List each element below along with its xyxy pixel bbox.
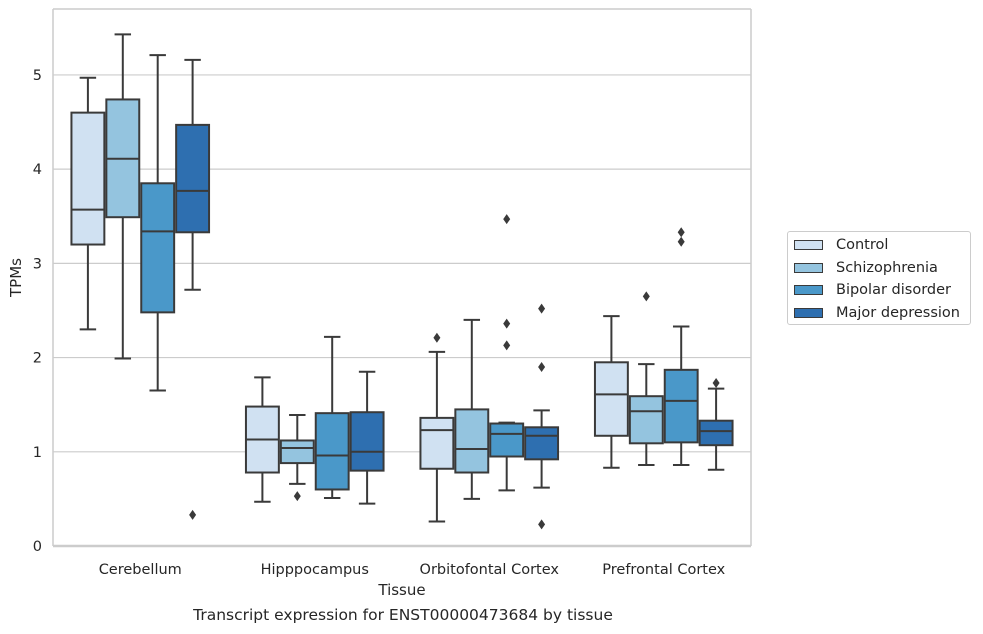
box-major-depression xyxy=(175,58,211,520)
x-tick-label: Hipppocampus xyxy=(261,562,369,578)
y-tick-label: 1 xyxy=(33,445,42,461)
y-tick-label: 5 xyxy=(33,68,42,84)
outlier-point xyxy=(538,362,546,372)
legend-swatch-bipolar xyxy=(794,285,823,295)
legend-label-schizophrenia: Schizophrenia xyxy=(836,259,938,276)
outlier-point xyxy=(503,340,511,351)
box-major-depression xyxy=(524,303,560,530)
iqr-box xyxy=(349,411,385,472)
box-bipolar-disorder xyxy=(663,227,699,466)
box-bipolar-disorder xyxy=(140,54,176,392)
iqr-box xyxy=(663,368,699,444)
box-control xyxy=(244,376,280,503)
box-schizophrenia xyxy=(454,318,490,500)
outlier-point xyxy=(712,378,720,389)
box-bipolar-disorder xyxy=(489,214,525,492)
outlier-point xyxy=(642,291,650,302)
outlier-point xyxy=(538,303,546,314)
box-major-depression xyxy=(349,370,385,505)
iqr-box xyxy=(698,419,734,447)
iqr-box xyxy=(489,422,525,458)
x-tick-label: Cerebellum xyxy=(99,562,182,578)
iqr-box xyxy=(419,416,455,470)
iqr-box xyxy=(175,123,211,234)
outlier-point xyxy=(538,519,546,530)
box-schizophrenia xyxy=(105,33,141,360)
y-tick-label: 4 xyxy=(33,162,42,178)
outlier-point xyxy=(677,236,685,247)
outlier-point xyxy=(677,227,685,238)
box-major-depression xyxy=(698,378,734,471)
iqr-box xyxy=(70,111,106,246)
legend-item-schizophrenia: Schizophrenia xyxy=(794,258,938,278)
y-tick-label: 0 xyxy=(33,539,42,555)
iqr-box xyxy=(593,361,629,437)
legend-item-bipolar: Bipolar disorder xyxy=(794,280,951,300)
box-control xyxy=(593,315,629,469)
figure-caption: Transcript expression for ENST0000047368… xyxy=(193,606,613,624)
iqr-box xyxy=(279,439,315,465)
box-schizophrenia xyxy=(279,414,315,502)
iqr-box xyxy=(628,395,664,445)
x-axis-label: Tissue xyxy=(377,581,425,599)
box-control xyxy=(419,332,455,523)
iqr-box xyxy=(140,182,176,314)
iqr-box xyxy=(454,408,490,474)
outlier-point xyxy=(503,214,511,225)
outlier-point xyxy=(433,332,441,343)
legend-item-major-depression: Major depression xyxy=(794,303,960,323)
legend-swatch-schizophrenia xyxy=(794,262,823,273)
outlier-point xyxy=(293,491,301,502)
legend: Control Schizophrenia Bipolar disorder M… xyxy=(787,231,971,325)
iqr-box xyxy=(524,426,560,461)
legend-label-bipolar: Bipolar disorder xyxy=(836,282,951,298)
legend-swatch-major-depression xyxy=(794,307,823,318)
box-schizophrenia xyxy=(628,291,664,466)
legend-swatch-control xyxy=(794,240,823,250)
legend-label-major-depression: Major depression xyxy=(836,304,960,321)
box-bipolar-disorder xyxy=(314,335,350,499)
x-tick-label: Prefrontal Cortex xyxy=(602,562,725,578)
outlier-point xyxy=(503,318,511,329)
legend-item-control: Control xyxy=(794,235,888,255)
box-control xyxy=(70,76,106,331)
legend-label-control: Control xyxy=(836,237,889,253)
outlier-point xyxy=(189,509,197,520)
iqr-box xyxy=(314,412,350,491)
y-tick-label: 3 xyxy=(33,256,42,272)
y-tick-label: 2 xyxy=(33,351,42,367)
y-axis-label: TPMs xyxy=(7,258,25,298)
x-tick-label: Orbitofontal Cortex xyxy=(420,562,560,578)
